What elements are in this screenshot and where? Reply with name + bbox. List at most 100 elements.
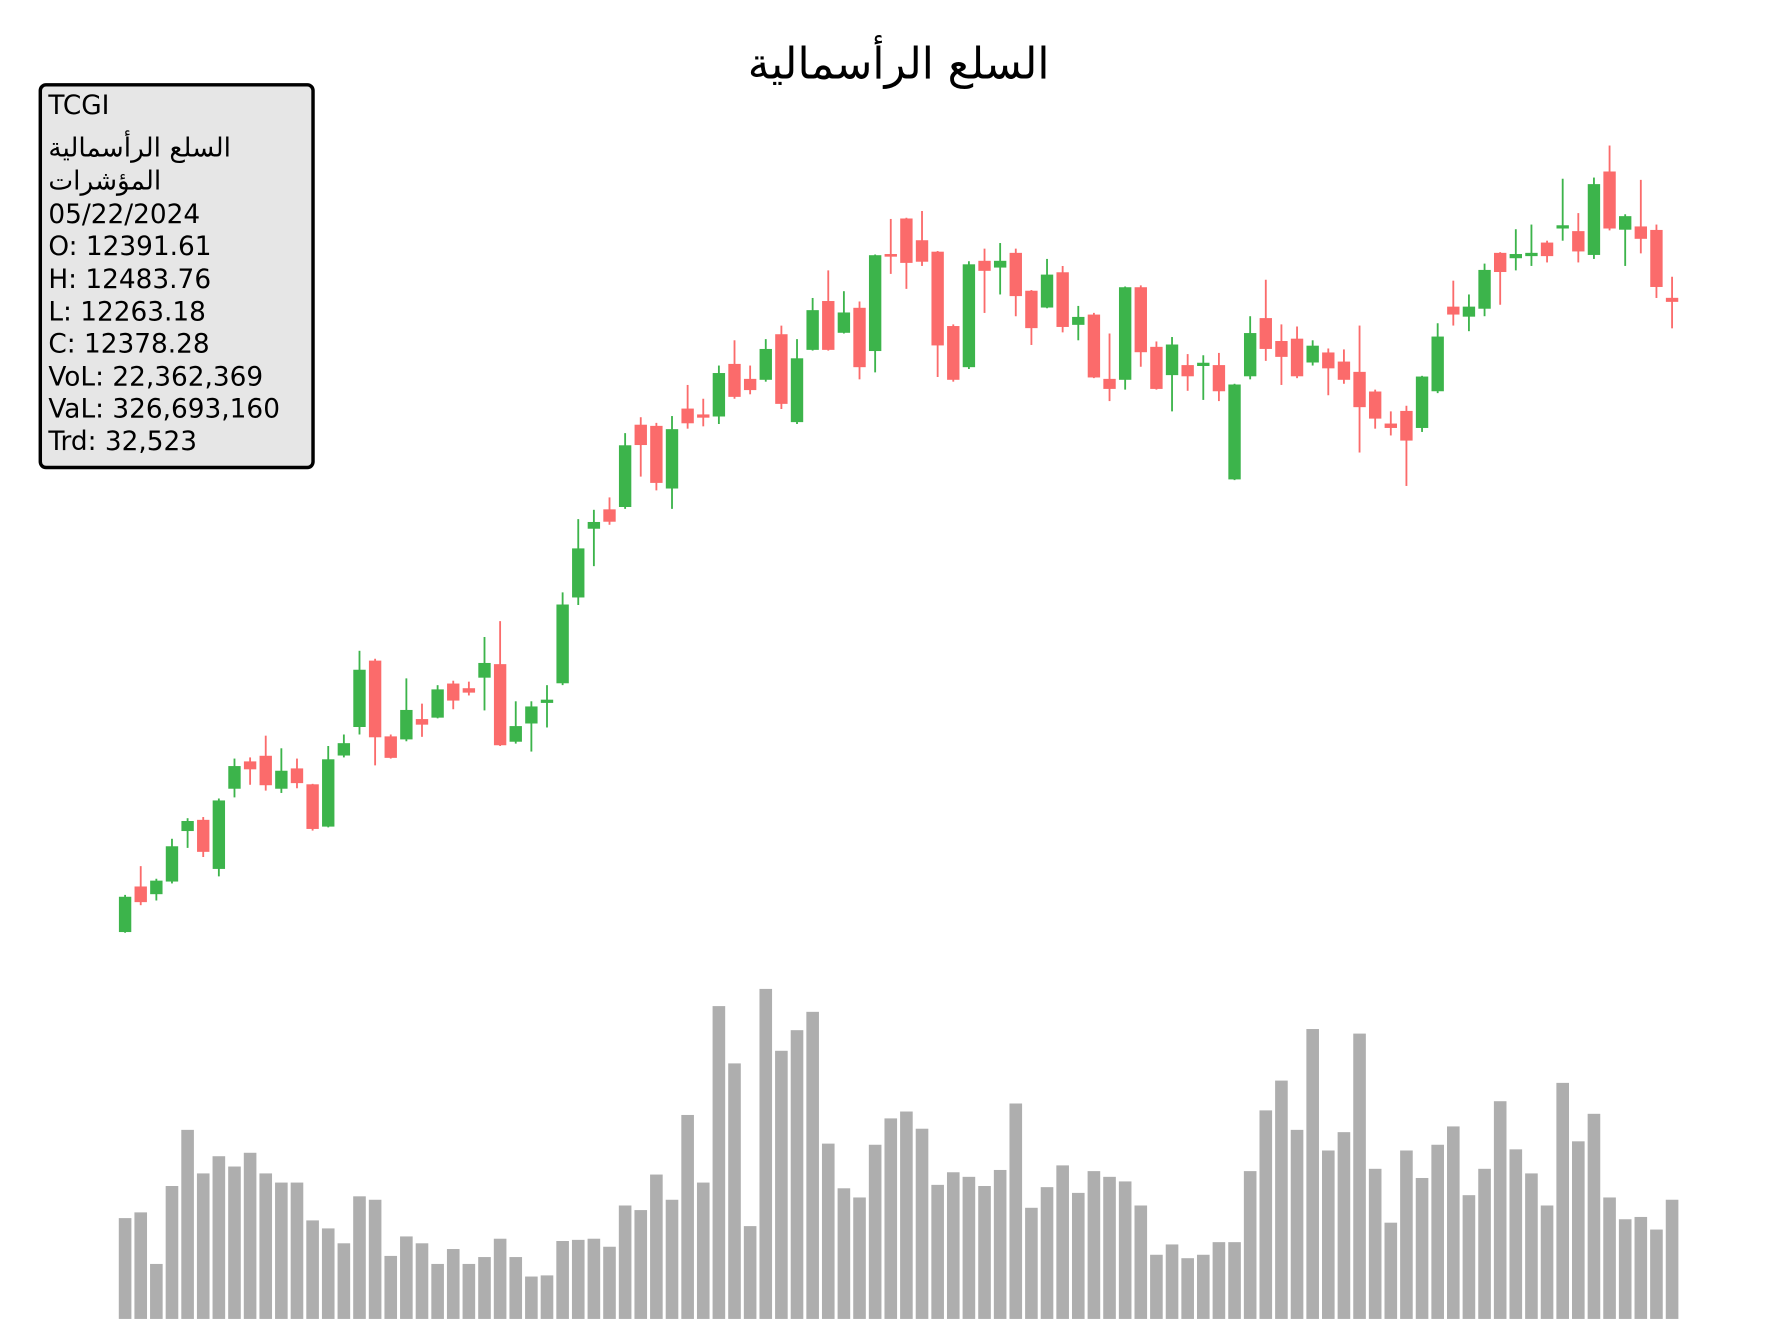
- candle-body: [1306, 345, 1319, 363]
- volume-bar: [1196, 1254, 1210, 1319]
- candle-body: [978, 260, 991, 271]
- candle-body: [1650, 229, 1663, 287]
- candle-body: [431, 689, 444, 718]
- candle-body: [915, 240, 929, 262]
- info-line: VoL: 22,362,369: [48, 363, 263, 393]
- volume-bar: [884, 1118, 898, 1319]
- volume-bar: [509, 1257, 523, 1319]
- volume-bar: [962, 1176, 976, 1319]
- volume-bar: [900, 1111, 913, 1319]
- volume-bar: [306, 1220, 319, 1319]
- volume-bar: [431, 1263, 444, 1319]
- volume-bar: [946, 1172, 960, 1319]
- candle-body: [1493, 252, 1507, 273]
- volume-bar: [353, 1196, 366, 1319]
- info-line: TCGI: [47, 91, 109, 121]
- volume-bar: [587, 1238, 601, 1319]
- chart-title: السلع الرأسمالية: [748, 34, 1050, 89]
- candle-body: [775, 334, 788, 404]
- candle-body: [931, 251, 944, 346]
- candle-body: [368, 660, 382, 738]
- candle-body: [1384, 423, 1397, 428]
- volume-bar: [1134, 1205, 1148, 1319]
- volume-bar: [337, 1243, 351, 1319]
- volume-bar: [665, 1199, 679, 1319]
- volume-bar: [1540, 1205, 1554, 1319]
- volume-bar: [1384, 1222, 1398, 1319]
- candle-body: [181, 821, 194, 832]
- candle-body: [1290, 338, 1304, 377]
- candle-body: [540, 699, 554, 703]
- candle-body: [1275, 341, 1288, 357]
- candle-body: [384, 736, 397, 758]
- candle-body: [634, 424, 647, 446]
- candle-body: [478, 662, 491, 678]
- volume-bar: [603, 1246, 616, 1319]
- volume-bar: [696, 1182, 710, 1319]
- candle-body: [962, 264, 976, 368]
- info-box: [38, 83, 315, 470]
- candle-body: [259, 755, 272, 786]
- candle-body: [900, 218, 913, 263]
- volume-bar: [134, 1212, 148, 1319]
- volume-bar: [1228, 1242, 1241, 1319]
- volume-bar: [1353, 1033, 1366, 1319]
- volume-bar: [400, 1236, 413, 1319]
- candle-body: [118, 896, 132, 933]
- candle-body: [587, 521, 601, 529]
- candle-body: [1509, 254, 1522, 259]
- volume-bar: [525, 1276, 538, 1319]
- volume-bar: [978, 1186, 991, 1319]
- volume-bar: [618, 1205, 632, 1319]
- candle-body: [447, 683, 460, 701]
- candle-body: [400, 709, 413, 740]
- candle-body: [1400, 410, 1413, 441]
- candle-body: [853, 307, 866, 368]
- candle-body: [665, 429, 679, 489]
- volume-bar: [1618, 1219, 1632, 1319]
- volume-bar: [1665, 1199, 1679, 1319]
- volume-bar: [1634, 1216, 1648, 1319]
- volume-bar: [446, 1249, 460, 1319]
- info-line: H: 12483.76: [48, 265, 211, 295]
- volume-bar: [1447, 1126, 1460, 1319]
- candle-body: [1447, 306, 1460, 315]
- volume-bar: [493, 1238, 507, 1319]
- candle-body: [1353, 371, 1366, 408]
- candle-body: [1634, 226, 1648, 239]
- volume-bar: [540, 1275, 554, 1319]
- candle-body: [947, 326, 960, 380]
- volume-bar: [1415, 1177, 1429, 1319]
- candle-body: [681, 408, 694, 424]
- volume-bar: [1259, 1110, 1273, 1319]
- volume-bar: [368, 1199, 382, 1319]
- info-line: المؤشرات: [48, 167, 161, 197]
- volume-bar: [1525, 1173, 1538, 1319]
- volume-bar: [290, 1182, 304, 1319]
- candle-body: [322, 759, 335, 827]
- volume-bar: [1087, 1171, 1101, 1319]
- candle-body: [1056, 272, 1069, 327]
- candle-body: [197, 819, 210, 852]
- volume-bar: [1181, 1258, 1194, 1319]
- volume-bar: [228, 1166, 241, 1319]
- volume-bar: [759, 988, 773, 1319]
- candle-body: [337, 743, 351, 756]
- candle-body: [1243, 333, 1257, 377]
- volume-bar: [1212, 1242, 1226, 1319]
- candle-body: [1087, 314, 1101, 378]
- volume-bar: [1071, 1192, 1085, 1319]
- candle-body: [728, 363, 741, 397]
- candle-body: [603, 509, 616, 522]
- candle-body: [1197, 362, 1210, 367]
- info-line: C: 12378.28: [48, 329, 209, 359]
- volume-bar: [1103, 1176, 1116, 1319]
- volume-bar: [1462, 1195, 1476, 1319]
- info-line: 05/22/2024: [48, 200, 200, 230]
- volume-bar: [1587, 1113, 1601, 1319]
- candle-body: [1134, 287, 1147, 353]
- candle-body: [1025, 290, 1038, 329]
- volume-bar: [1650, 1229, 1663, 1319]
- volume-bar: [1040, 1187, 1054, 1319]
- volume-bar: [915, 1128, 929, 1319]
